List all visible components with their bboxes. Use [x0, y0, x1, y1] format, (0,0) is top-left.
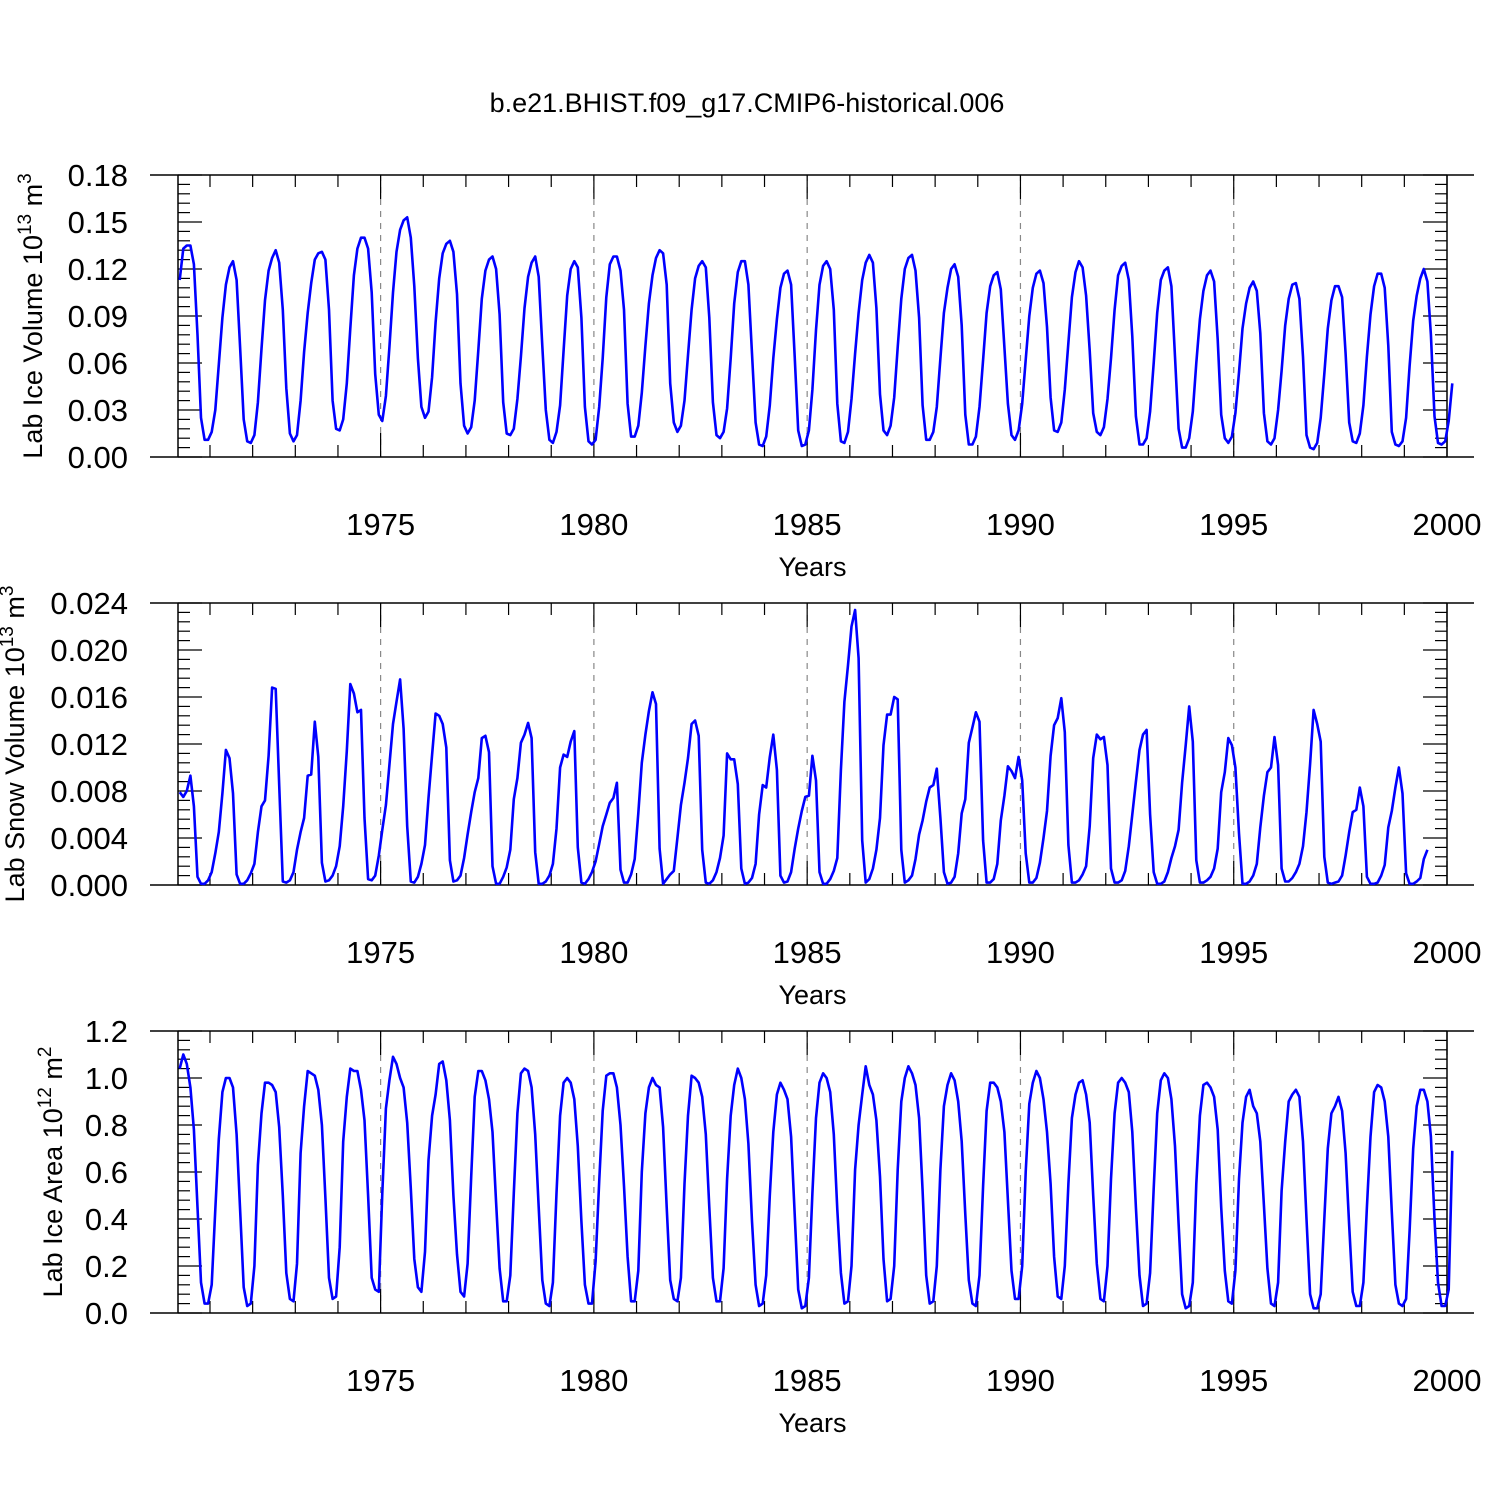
y-axis-title-exponent: 12: [35, 1087, 56, 1108]
xtick-label: 1980: [559, 507, 628, 542]
ytick-label: 1.0: [85, 1061, 128, 1096]
panel-ice-area: 0.0 0.2 0.4 0.6 0.8 1.0 1.2 1975 1980 1985 1990 199…: [35, 1014, 1481, 1438]
x-axis-title: Years: [778, 552, 846, 582]
y-axis-title-main: Lab Ice Volume 10: [18, 235, 48, 459]
y-axis-title-exponent: 13: [0, 626, 18, 647]
xtick-label: 1985: [773, 935, 842, 970]
series-line-ice-area: [178, 1053, 1454, 1310]
y-axis-title: Lab Ice Area 1012 m2: [35, 1047, 68, 1298]
y-axis-title-unit: m: [18, 184, 48, 214]
y-axis-title-unit: m: [0, 596, 30, 626]
xtick-label: 1995: [1199, 507, 1268, 542]
ytick-label: 0.016: [50, 680, 128, 715]
panel-snow-volume: 0.000 0.004 0.008 0.012 0.016 0.020 0.024 1975 1…: [0, 586, 1481, 1010]
xtick-label: 1995: [1199, 935, 1268, 970]
ytick-label: 0.4: [85, 1202, 128, 1237]
xtick-label: 1990: [986, 1363, 1055, 1398]
xtick-label: 1995: [1199, 1363, 1268, 1398]
ytick-label: 0.008: [50, 774, 128, 809]
ytick-label: 0.18: [68, 158, 128, 193]
ytick-label: 0.000: [50, 868, 128, 903]
ytick-label: 0.15: [68, 205, 128, 240]
ytick-label: 0.00: [68, 440, 128, 475]
y-axis-title-main: Lab Ice Area 10: [38, 1108, 68, 1297]
xtick-label: 1990: [986, 935, 1055, 970]
x-axis-title: Years: [778, 980, 846, 1010]
ytick-label: 0.012: [50, 727, 128, 762]
figure-title: b.e21.BHIST.f09_g17.CMIP6-historical.006: [490, 88, 1005, 118]
ytick-label: 1.2: [85, 1014, 128, 1049]
ytick-label: 0.020: [50, 633, 128, 668]
ytick-label: 0.12: [68, 252, 128, 287]
xtick-label: 2000: [1413, 935, 1482, 970]
ytick-label: 0.09: [68, 299, 128, 334]
ytick-label: 0.2: [85, 1249, 128, 1284]
ytick-label: 0.8: [85, 1108, 128, 1143]
xtick-label: 1975: [346, 1363, 415, 1398]
series-line-snow-volume: [178, 608, 1429, 886]
y-axis-title-main: Lab Snow Volume 10: [0, 647, 30, 902]
xtick-label: 1985: [773, 507, 842, 542]
ytick-label: 0.6: [85, 1155, 128, 1190]
y-axis-title: Lab Ice Volume 1013 m3: [15, 173, 48, 458]
y-axis-title-unit-exponent: 3: [0, 586, 18, 597]
ytick-label: 0.0: [85, 1296, 128, 1331]
y-axis-title-unit: m: [38, 1057, 68, 1087]
y-axis-title-unit-exponent: 3: [15, 173, 36, 184]
xtick-label: 1975: [346, 507, 415, 542]
xtick-label: 2000: [1413, 1363, 1482, 1398]
y-axis-title-exponent: 13: [15, 214, 36, 235]
ytick-label: 0.06: [68, 346, 128, 381]
xtick-label: 1990: [986, 507, 1055, 542]
ytick-label: 0.03: [68, 393, 128, 428]
xtick-label: 1985: [773, 1363, 842, 1398]
y-axis-title: Lab Snow Volume 1013 m3: [0, 586, 30, 903]
xtick-label: 1980: [559, 1363, 628, 1398]
y-axis-title-unit-exponent: 2: [35, 1047, 56, 1058]
panel-ice-volume: 0.00 0.03 0.06 0.09 0.12 0.15 0.18 1975 1980 1985…: [15, 158, 1481, 582]
xtick-label: 1980: [559, 935, 628, 970]
ytick-label: 0.024: [50, 586, 128, 621]
xtick-label: 2000: [1413, 507, 1482, 542]
series-line-ice-volume: [178, 216, 1454, 451]
x-axis-title: Years: [778, 1408, 846, 1438]
ytick-label: 0.004: [50, 821, 128, 856]
xtick-label: 1975: [346, 935, 415, 970]
